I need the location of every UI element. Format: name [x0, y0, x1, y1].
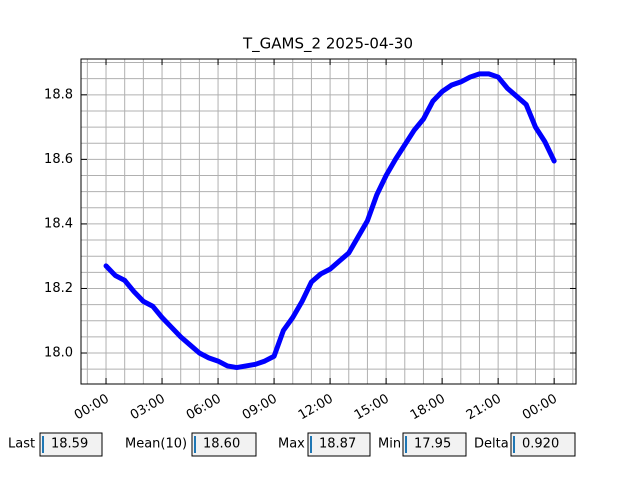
text-box-label: Min: [378, 437, 401, 452]
text-box-field[interactable]: [307, 432, 371, 457]
x-tick-label: 12:00: [296, 392, 336, 424]
x-tick-label: 03:00: [128, 392, 168, 424]
x-tick-label: 00:00: [72, 392, 112, 424]
text-box-field[interactable]: [191, 432, 257, 457]
text-box-label: Delta: [474, 437, 509, 452]
x-tick-label: 09:00: [240, 392, 280, 424]
y-tick-label: 18.2: [44, 281, 73, 296]
text-box-value: 0.920: [522, 437, 559, 452]
text-box: Mean(10) 18.60: [125, 432, 257, 457]
x-tick-label: 21:00: [464, 392, 504, 424]
text-box-value: 18.60: [203, 437, 240, 452]
data-line: [103, 71, 557, 371]
y-tick-label: 18.4: [44, 216, 73, 231]
x-tick-label: 18:00: [408, 392, 448, 424]
text-box: Min 17.95: [378, 432, 467, 457]
x-tick-label: 15:00: [352, 392, 392, 424]
x-tick-label: 00:00: [520, 392, 560, 424]
plot-frame: [80, 58, 577, 385]
text-box-field[interactable]: [510, 432, 576, 457]
text-box-value: 18.87: [319, 437, 356, 452]
y-tick-label: 18.6: [44, 152, 73, 167]
text-box: Delta 0.920: [474, 432, 576, 457]
x-tick-label: 06:00: [184, 392, 224, 424]
text-box-label: Max: [278, 437, 305, 452]
text-box-label: Last: [8, 437, 35, 452]
text-box-field[interactable]: [39, 432, 103, 457]
text-box-value: 18.59: [51, 437, 88, 452]
y-tick-label: 18.0: [44, 346, 73, 361]
text-box: Last 18.59: [8, 432, 103, 457]
text-box-value: 17.95: [414, 437, 451, 452]
text-box: Max 18.87: [278, 432, 371, 457]
y-tick-label: 18.8: [44, 87, 73, 102]
text-box-label: Mean(10): [125, 437, 187, 452]
text-box-field[interactable]: [402, 432, 467, 457]
chart-title: T_GAMS_2 2025-04-30: [242, 35, 413, 54]
